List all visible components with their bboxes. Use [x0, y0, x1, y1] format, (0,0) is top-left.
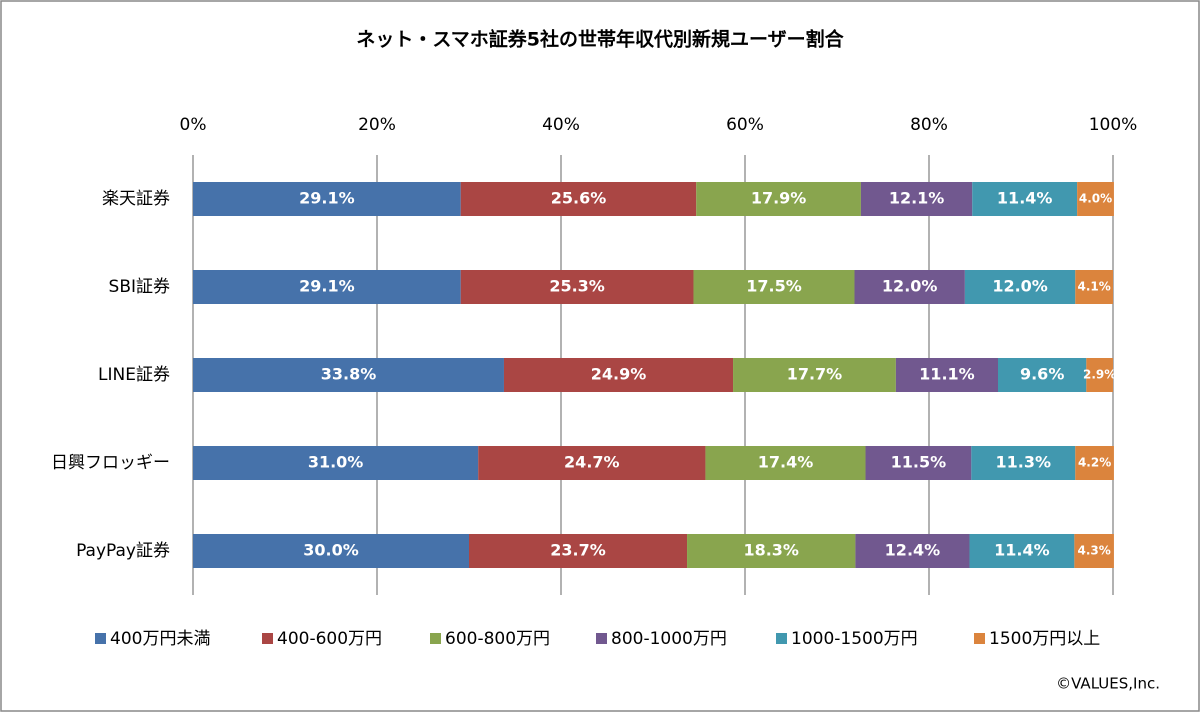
- value-label: 18.3%: [743, 541, 799, 560]
- bar-segment: [193, 534, 469, 568]
- legend-marker: [262, 633, 273, 644]
- bar-segment: [1075, 270, 1113, 304]
- bar-segment: [971, 446, 1076, 480]
- bar-segment: [855, 534, 970, 568]
- bar-segment: [1077, 182, 1114, 216]
- value-label: 12.0%: [882, 277, 938, 296]
- legend-label: 800-1000万円: [611, 629, 727, 649]
- value-label: 33.8%: [321, 365, 377, 384]
- x-tick-label: 100%: [1089, 115, 1138, 135]
- value-label: 23.7%: [550, 541, 606, 560]
- legend-marker: [974, 633, 985, 644]
- bar-segment: [478, 446, 706, 480]
- value-label: 2.9%: [1083, 368, 1116, 382]
- value-label: 25.3%: [549, 277, 605, 296]
- value-label: 17.4%: [758, 453, 814, 472]
- x-tick-label: 20%: [358, 115, 396, 135]
- bar-segment: [469, 534, 688, 568]
- bar-segment: [969, 534, 1075, 568]
- bar-segment: [964, 270, 1076, 304]
- value-label: 4.1%: [1077, 280, 1110, 294]
- value-label: 11.3%: [996, 453, 1052, 472]
- value-label: 12.1%: [889, 189, 945, 208]
- x-tick-label: 0%: [180, 115, 207, 135]
- value-label: 17.9%: [751, 189, 807, 208]
- bar-segment: [696, 182, 861, 216]
- bar-segment: [998, 358, 1087, 392]
- bar-segment: [687, 534, 856, 568]
- legend-label: 1000-1500万円: [791, 629, 918, 649]
- legend-marker: [776, 633, 787, 644]
- bar-segment: [193, 182, 461, 216]
- y-tick-label: SBI証券: [109, 277, 170, 297]
- legend-label: 600-800万円: [445, 629, 550, 649]
- value-label: 4.2%: [1078, 456, 1111, 470]
- bar-segment: [1075, 446, 1114, 480]
- credit: ©VALUES,Inc.: [1056, 675, 1160, 693]
- value-label: 4.0%: [1079, 192, 1112, 206]
- y-tick-label: LINE証券: [98, 365, 170, 385]
- bar-segment: [193, 446, 479, 480]
- bar-segment: [460, 182, 697, 216]
- chart-title: ネット・スマホ証券5社の世帯年収代別新規ユーザー割合: [356, 28, 844, 51]
- value-label: 11.4%: [994, 541, 1050, 560]
- value-label: 17.7%: [787, 365, 843, 384]
- value-label: 11.5%: [891, 453, 947, 472]
- bar-segment: [193, 358, 504, 392]
- bar-segment: [1086, 358, 1113, 392]
- value-label: 31.0%: [308, 453, 364, 472]
- bar-segment: [854, 270, 965, 304]
- value-label: 24.9%: [591, 365, 647, 384]
- bar-segment: [693, 270, 855, 304]
- legend-marker: [95, 633, 106, 644]
- x-tick-label: 60%: [726, 115, 764, 135]
- value-label: 12.0%: [992, 277, 1048, 296]
- bar-segment: [193, 270, 461, 304]
- bar-segment: [972, 182, 1078, 216]
- legend-label: 1500万円以上: [989, 629, 1100, 649]
- value-label: 29.1%: [299, 189, 355, 208]
- legend-marker: [430, 633, 441, 644]
- value-label: 12.4%: [885, 541, 941, 560]
- value-label: 11.1%: [919, 365, 975, 384]
- bar-segment: [733, 358, 896, 392]
- y-tick-label: 日興フロッギー: [51, 453, 170, 473]
- value-label: 30.0%: [303, 541, 359, 560]
- value-label: 9.6%: [1020, 365, 1064, 384]
- value-label: 25.6%: [551, 189, 607, 208]
- value-label: 24.7%: [564, 453, 620, 472]
- value-label: 4.3%: [1077, 544, 1110, 558]
- bar-segment: [865, 446, 972, 480]
- bar-segment: [860, 182, 973, 216]
- bar-segment: [1074, 534, 1114, 568]
- bar-segment: [895, 358, 998, 392]
- value-label: 17.5%: [746, 277, 802, 296]
- y-tick-label: PayPay証券: [76, 541, 170, 561]
- value-label: 29.1%: [299, 277, 355, 296]
- legend-label: 400万円未満: [110, 629, 210, 649]
- bar-segment: [705, 446, 866, 480]
- bar-segment: [460, 270, 694, 304]
- legend-marker: [596, 633, 607, 644]
- bar-segment: [503, 358, 734, 392]
- x-tick-label: 80%: [910, 115, 948, 135]
- y-tick-label: 楽天証券: [102, 189, 170, 209]
- x-tick-label: 40%: [542, 115, 580, 135]
- value-label: 11.4%: [997, 189, 1053, 208]
- legend-label: 400-600万円: [277, 629, 382, 649]
